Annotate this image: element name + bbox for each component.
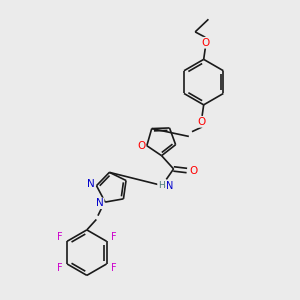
Text: O: O — [137, 141, 145, 151]
Text: O: O — [190, 166, 198, 176]
Text: H: H — [158, 181, 165, 190]
Text: O: O — [202, 38, 210, 48]
Text: F: F — [57, 232, 62, 242]
Text: F: F — [111, 232, 117, 242]
Text: N: N — [166, 181, 173, 191]
Text: N: N — [96, 198, 104, 208]
Text: F: F — [111, 263, 117, 273]
Text: O: O — [197, 117, 206, 127]
Text: F: F — [57, 263, 62, 273]
Text: N: N — [87, 179, 95, 189]
